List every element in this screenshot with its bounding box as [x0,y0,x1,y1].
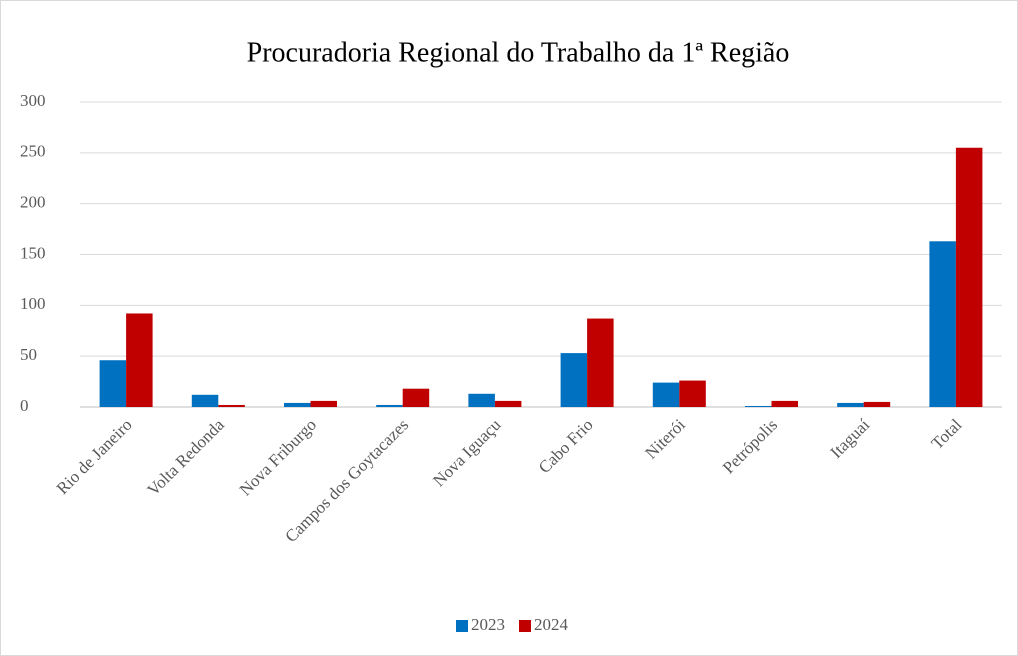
legend-label: 2023 [471,615,505,634]
bar [494,400,522,407]
bar [929,241,956,407]
y-tick-label: 250 [20,142,46,161]
bar [126,313,153,407]
chart-title: Procuradoria Regional do Trabalho da 1ª … [247,37,790,68]
legend-swatch [519,620,531,632]
bar [837,402,864,407]
y-tick-label: 300 [20,91,46,110]
bar [587,318,614,407]
bar [745,405,772,407]
bar [284,402,311,407]
bar [376,404,403,407]
bar [771,400,798,407]
bar [218,404,245,407]
bar [652,382,680,407]
bar [863,401,891,407]
y-tick-label: 150 [20,243,46,262]
y-tick-label: 0 [20,396,29,415]
legend-label: 2024 [534,615,569,634]
bar [955,147,983,407]
y-tick-label: 100 [20,294,46,313]
legend-swatch [456,620,468,632]
bar [679,380,706,407]
bar [99,360,127,407]
bar [468,393,495,407]
y-tick-label: 50 [20,345,37,364]
bar [402,388,430,407]
y-tick-label: 200 [20,193,46,212]
bar [560,353,588,407]
bar [191,394,219,407]
bar [310,400,337,407]
